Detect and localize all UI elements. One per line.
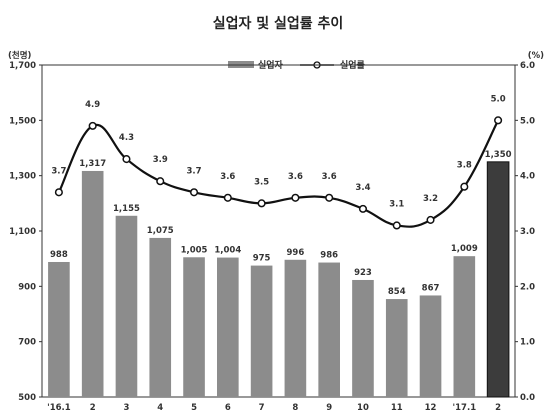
rate-value-label: 5.0 <box>491 94 506 104</box>
left-tick-label: 500 <box>18 393 36 403</box>
bar-value-label: 867 <box>422 283 440 293</box>
rate-point <box>122 155 131 164</box>
rate-point <box>426 215 435 224</box>
rate-point <box>460 182 469 191</box>
bar <box>183 257 205 397</box>
bar <box>149 237 172 397</box>
rate-point <box>54 188 63 197</box>
left-tick-label: 700 <box>18 338 36 348</box>
rate-value-label: 3.7 <box>51 166 66 176</box>
bar-value-label: 1,317 <box>79 159 106 169</box>
bar <box>318 262 340 397</box>
bar-value-label: 988 <box>50 250 68 260</box>
bar <box>284 259 307 397</box>
rate-point <box>223 193 232 202</box>
rate-value-label: 4.9 <box>85 100 100 110</box>
left-tick-label: 1,300 <box>9 172 36 182</box>
x-tick-label: '16.1 <box>47 403 71 413</box>
x-tick-label: 9 <box>326 403 332 413</box>
x-tick-label: '17.1 <box>453 403 477 413</box>
bar <box>453 256 476 397</box>
right-axis-unit: (%) <box>528 51 544 61</box>
bar-value-label: 1,005 <box>181 245 208 255</box>
bar <box>115 215 138 397</box>
right-tick-label: 5.0 <box>520 116 535 126</box>
rate-point <box>392 221 401 230</box>
bar-value-label: 986 <box>320 251 338 261</box>
rate-value-label: 3.7 <box>187 166 202 176</box>
x-tick-label: 2 <box>90 403 96 413</box>
left-tick-label: 900 <box>18 282 36 292</box>
x-tick-label: 4 <box>157 403 163 413</box>
bar-value-label: 1,350 <box>485 150 512 160</box>
bar-value-label: 1,009 <box>451 244 478 254</box>
bar <box>419 295 442 397</box>
left-axis-unit: (천명) <box>8 50 32 61</box>
x-tick-label: 12 <box>425 403 437 413</box>
rate-point <box>88 121 97 130</box>
rate-value-label: 3.2 <box>423 194 438 204</box>
bar-value-label: 1,075 <box>147 226 174 236</box>
rate-point <box>358 204 368 213</box>
left-tick-label: 1,500 <box>9 116 36 126</box>
left-tick-label: 1,700 <box>9 61 36 71</box>
right-tick-label: 0.0 <box>520 393 535 403</box>
rate-value-label: 3.1 <box>389 199 404 209</box>
rate-value-label: 3.5 <box>254 177 269 187</box>
bar-value-label: 996 <box>287 248 305 258</box>
bar-value-label: 854 <box>388 287 406 297</box>
x-tick-label: 11 <box>391 403 403 413</box>
x-tick-label: 10 <box>357 403 369 413</box>
x-tick-label: 8 <box>292 403 298 413</box>
x-tick-label: 5 <box>191 403 197 413</box>
rate-point <box>494 116 503 125</box>
rate-point <box>189 188 199 197</box>
bar-value-label: 923 <box>354 268 372 278</box>
rate-point <box>156 177 165 186</box>
rate-value-label: 3.6 <box>322 172 337 182</box>
bar <box>486 161 510 398</box>
rate-value-label: 3.9 <box>153 155 168 165</box>
bar <box>385 299 408 397</box>
rate-point <box>325 193 334 202</box>
plot-area: 500 700 900 1,100 1,300 1,500 1,700 0.0 1.0 2.0 3.… <box>9 61 535 413</box>
rate-value-label: 3.4 <box>355 183 370 193</box>
bar <box>217 257 239 397</box>
bar <box>352 279 374 397</box>
bar-value-label: 975 <box>253 254 271 264</box>
right-tick-label: 6.0 <box>520 61 535 71</box>
right-tick-label: 3.0 <box>520 227 535 237</box>
x-tick-label: 7 <box>259 403 265 413</box>
rate-value-label: 3.6 <box>220 172 235 182</box>
right-tick-label: 4.0 <box>520 172 535 182</box>
right-tick-label: 1.0 <box>520 338 535 348</box>
left-tick-label: 1,100 <box>9 227 36 237</box>
chart-title: 실업자 및 실업률 추이 <box>213 15 344 32</box>
bar <box>81 170 104 397</box>
x-tick-label: 2 <box>495 403 501 413</box>
x-tick-label: 6 <box>225 403 231 413</box>
rate-point <box>291 193 300 202</box>
rate-value-label: 3.6 <box>288 172 303 182</box>
right-tick-label: 2.0 <box>520 282 535 292</box>
bar <box>48 261 70 397</box>
rate-point <box>257 199 266 208</box>
rate-value-label: 4.3 <box>119 133 134 143</box>
x-tick-label: 3 <box>124 403 130 413</box>
bar <box>250 265 273 397</box>
bar-value-label: 1,155 <box>113 204 140 214</box>
bar-value-label: 1,004 <box>214 246 241 256</box>
rate-value-label: 3.8 <box>457 161 472 171</box>
